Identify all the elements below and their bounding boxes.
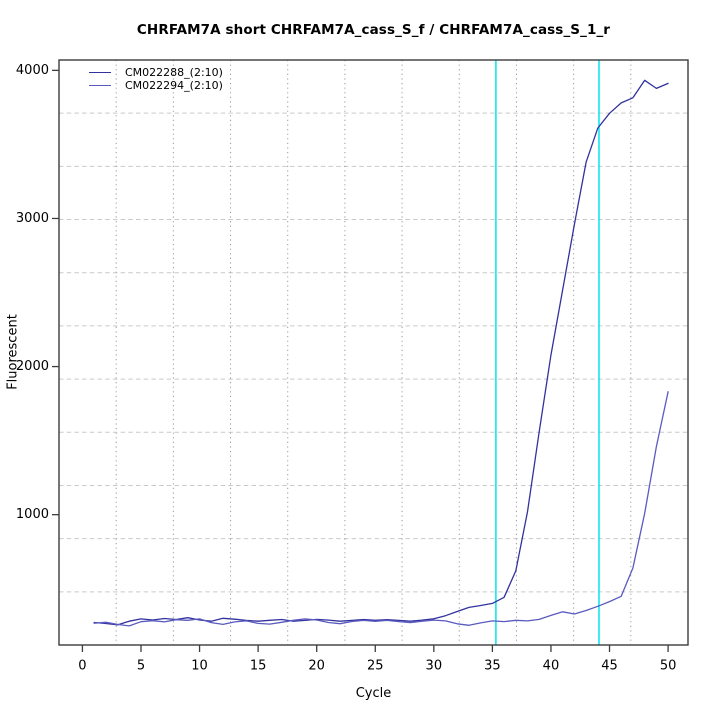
- x-tick-label: 5: [137, 659, 145, 674]
- x-tick-label: 10: [191, 659, 208, 674]
- legend-label: CM022294_(2:10): [125, 79, 223, 92]
- y-tick-label: 4000: [16, 63, 49, 78]
- series-line-1: [93, 391, 669, 627]
- legend-item: CM022294_(2:10): [89, 79, 223, 92]
- legend-item: CM022288_(2:10): [89, 66, 223, 79]
- y-axis-title: Fluorescent: [5, 314, 21, 390]
- series-line-0: [93, 79, 669, 626]
- x-tick-label: 25: [367, 659, 384, 674]
- x-tick-label: 45: [601, 659, 618, 674]
- x-tick-label: 40: [543, 659, 560, 674]
- y-tick-label: 1000: [16, 507, 49, 522]
- y-tick-label: 3000: [16, 211, 49, 226]
- legend: CM022288_(2:10) CM022294_(2:10): [89, 66, 223, 92]
- x-tick-label: 35: [484, 659, 501, 674]
- x-tick-label: 15: [250, 659, 267, 674]
- plot-box: [58, 59, 689, 646]
- x-axis-title: Cycle: [355, 686, 392, 701]
- legend-line-sample: [89, 72, 111, 73]
- legend-line-sample: [89, 85, 111, 86]
- x-tick-label: 0: [78, 659, 86, 674]
- legend-label: CM022288_(2:10): [125, 66, 223, 79]
- chart-title: CHRFAM7A short CHRFAM7A_cass_S_f / CHRFA…: [136, 22, 611, 38]
- y-tick-label: 2000: [16, 359, 49, 374]
- x-tick-label: 50: [660, 659, 677, 674]
- x-tick-label: 30: [426, 659, 443, 674]
- x-tick-label: 20: [308, 659, 325, 674]
